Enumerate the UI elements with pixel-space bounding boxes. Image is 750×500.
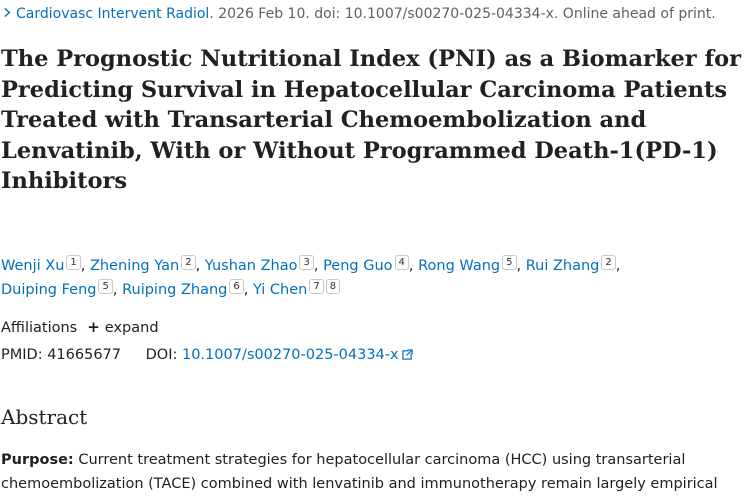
affiliation-number[interactable]: 6	[229, 279, 244, 294]
affiliation-number[interactable]: 5	[502, 255, 517, 270]
author-link[interactable]: Wenji Xu	[1, 258, 65, 274]
plus-icon[interactable]: +	[87, 318, 100, 336]
author-separator: ,	[112, 282, 123, 298]
article-title: The Prognostic Nutritional Index (PNI) a…	[1, 46, 742, 194]
affiliation-number[interactable]: 2	[601, 255, 616, 270]
doi-value[interactable]: 10.1007/s00270-025-04334-x	[181, 347, 399, 363]
affiliations-label: Affiliations	[1, 320, 78, 336]
affiliation-number[interactable]: 8	[325, 279, 341, 294]
author-separator: ,	[516, 258, 526, 274]
author-item: Yi Chen 7 8	[252, 279, 341, 298]
author-link[interactable]: Rong Wang	[418, 258, 501, 274]
abstract-paragraph: Purpose: Current treatment strategies fo…	[1, 448, 746, 496]
author-separator: ,	[80, 258, 90, 274]
pmid-value: 41665677	[47, 347, 122, 363]
affiliation-number[interactable]: 2	[181, 255, 196, 270]
author-item: Duiping Feng 5,	[1, 279, 123, 298]
author-separator: ,	[243, 282, 253, 298]
author-separator: ,	[313, 258, 324, 274]
purpose-text: Current treatment strategies for hepatoc…	[1, 452, 718, 492]
pmid-label: PMID:	[1, 347, 43, 363]
author-item: Peng Guo 4,	[323, 255, 419, 274]
author-link[interactable]: Ruiping Zhang	[122, 282, 228, 298]
author-item: Yushan Zhao 3,	[204, 255, 324, 274]
citation-line: Cardiovasc Intervent Radiol. 2026 Feb 10…	[3, 4, 716, 24]
author-link[interactable]: Peng Guo	[323, 258, 393, 274]
affiliation-number[interactable]: 4	[394, 255, 409, 270]
chevron-right-icon[interactable]	[3, 8, 12, 17]
author-separator: ,	[615, 258, 621, 274]
identifiers: PMID: 41665677 DOI: 10.1007/s00270-025-0…	[1, 345, 413, 365]
affiliation-number[interactable]: 1	[66, 255, 81, 270]
affiliation-number[interactable]: 3	[299, 255, 314, 270]
abstract-heading: Abstract	[1, 405, 88, 429]
author-item: Zhening Yan 2,	[89, 255, 205, 274]
author-separator: ,	[195, 258, 205, 274]
doi-label: DOI:	[145, 347, 178, 363]
affiliations-toggle[interactable]: Affiliations + expand	[1, 317, 159, 338]
author-link[interactable]: Yushan Zhao	[204, 258, 298, 274]
author-item: Wenji Xu 1,	[1, 255, 90, 274]
affiliation-number[interactable]: 5	[98, 279, 113, 294]
external-link-icon[interactable]	[401, 349, 413, 360]
author-item: Rui Zhang 2,	[525, 255, 621, 274]
journal-link[interactable]: Cardiovasc Intervent Radiol.	[16, 6, 214, 22]
authors-list: Wenji Xu 1, Zhening Yan 2, Yushan Zhao 3, P…	[1, 254, 741, 302]
author-link[interactable]: Duiping Feng	[1, 282, 97, 298]
author-item: Rong Wang 5,	[418, 255, 526, 274]
author-link[interactable]: Zhening Yan	[89, 258, 180, 274]
doi-link[interactable]: 10.1007/s00270-025-04334-x	[182, 347, 413, 363]
purpose-label: Purpose:	[1, 452, 74, 468]
author-item: Ruiping Zhang 6,	[122, 279, 253, 298]
expand-label[interactable]: expand	[104, 320, 159, 336]
author-separator: ,	[408, 258, 419, 274]
author-link[interactable]: Yi Chen	[252, 282, 308, 298]
affiliation-number[interactable]: 7	[309, 279, 324, 294]
citation-details: 2026 Feb 10. doi: 10.1007/s00270-025-043…	[213, 6, 716, 22]
author-link[interactable]: Rui Zhang	[525, 258, 600, 274]
